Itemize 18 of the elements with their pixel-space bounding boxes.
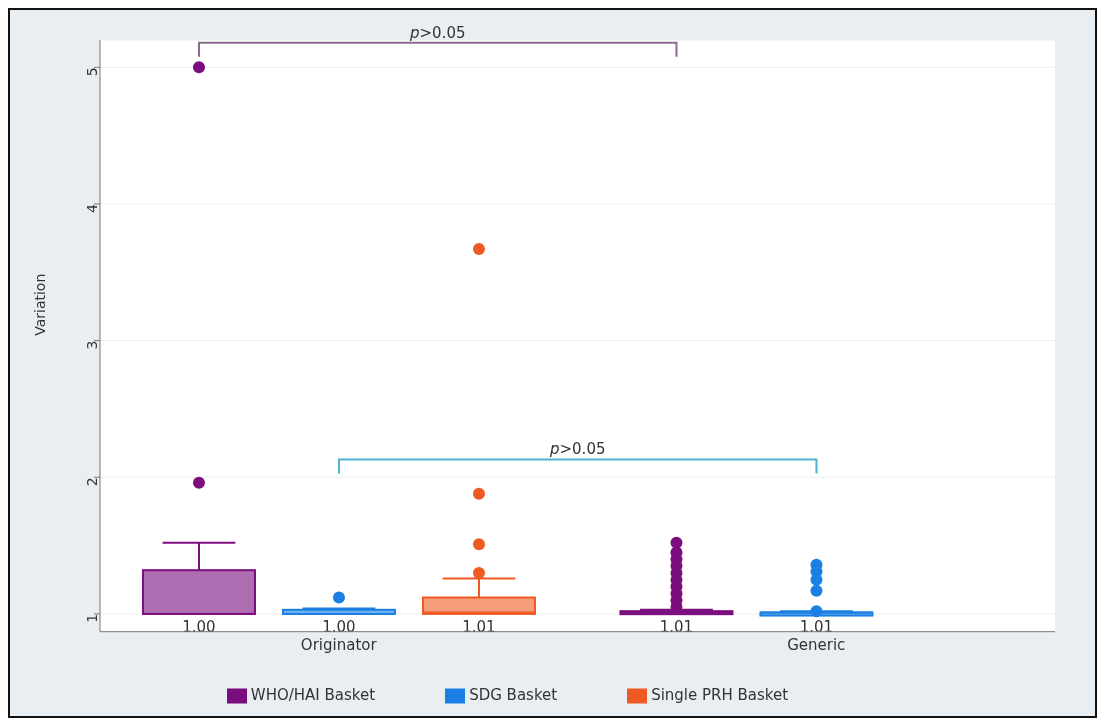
- text: 1.00: [322, 617, 356, 636]
- y-tick-label: 1: [83, 613, 100, 623]
- legend-label: Single PRH Basket: [651, 685, 789, 704]
- text: 1.01: [659, 617, 694, 636]
- legend-label: WHO/HAI Basket: [250, 685, 376, 704]
- legend-label: SDG Basket: [469, 685, 558, 704]
- y-axis-title: Variation: [31, 273, 48, 336]
- text: 1.01: [799, 617, 834, 636]
- text: 1.01: [462, 617, 496, 636]
- annotation: p>0.05: [548, 440, 606, 459]
- x-tick-label: Generic: [787, 636, 846, 655]
- y-tick-label: 5: [83, 67, 100, 77]
- y-tick-label: 4: [83, 203, 100, 213]
- annotation: p>0.05: [408, 23, 466, 42]
- text: 1.00: [182, 617, 216, 636]
- x-tick-label: Originator: [300, 636, 378, 655]
- y-tick-label: 3: [83, 340, 100, 350]
- y-tick-label: 2: [83, 477, 100, 487]
